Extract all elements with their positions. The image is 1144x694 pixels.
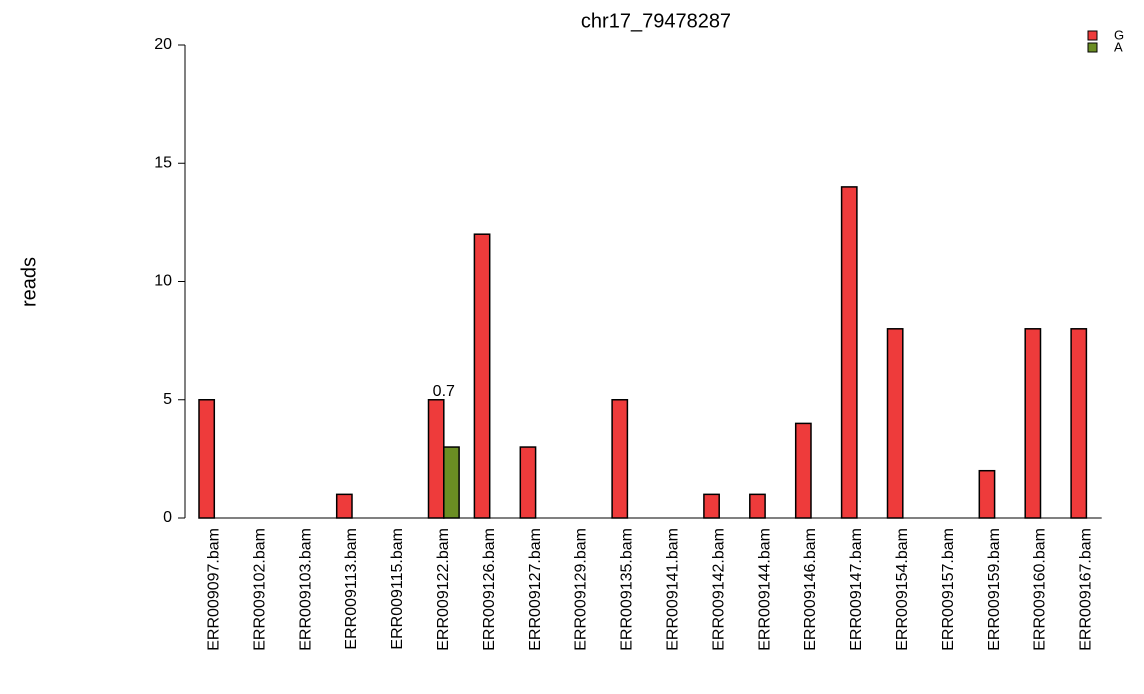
- bar: [198, 399, 216, 519]
- bar: [978, 469, 996, 519]
- x-tick-label: ERR009157.bam: [940, 528, 957, 651]
- x-tick-label: ERR009135.bam: [619, 528, 636, 651]
- x-tick-label: ERR009127.bam: [527, 528, 544, 651]
- legend-label: G: [1114, 27, 1124, 42]
- x-tick-label: ERR009097.bam: [206, 528, 223, 651]
- x-tick-label: ERR009126.bam: [481, 528, 498, 651]
- x-tick-label: ERR009122.bam: [435, 528, 452, 651]
- bar: [611, 399, 629, 519]
- y-tick-label: 20: [154, 36, 172, 53]
- y-axis-label: reads: [18, 257, 40, 307]
- x-tick-label: ERR009141.bam: [665, 528, 682, 651]
- bar: [473, 233, 491, 519]
- x-tick-label: ERR009160.bam: [1032, 528, 1049, 651]
- x-tick-label: ERR009129.bam: [573, 528, 590, 651]
- bar: [443, 446, 460, 519]
- legend-swatch: [1087, 42, 1098, 53]
- bar: [703, 493, 720, 519]
- legend-swatch: [1087, 30, 1098, 41]
- bar: [1024, 328, 1042, 519]
- bar: [519, 446, 537, 519]
- x-tick-label: ERR009113.bam: [343, 528, 360, 650]
- x-tick-label: ERR009102.bam: [251, 528, 268, 651]
- x-tick-label: ERR009142.bam: [710, 528, 727, 651]
- x-tick-label: ERR009147.bam: [848, 528, 865, 651]
- x-tick-label: ERR009144.bam: [756, 528, 773, 651]
- y-tick-label: 10: [154, 273, 172, 290]
- chart-title: chr17_79478287: [581, 10, 731, 32]
- annotation: 0.7: [433, 383, 455, 400]
- y-tick-label: 15: [154, 154, 172, 171]
- x-tick-label: ERR009167.bam: [1078, 528, 1095, 651]
- bar: [335, 493, 353, 519]
- x-tick-label: ERR009103.bam: [297, 528, 314, 651]
- x-tick-label: ERR009115.bam: [389, 528, 406, 650]
- legend-label: A: [1114, 39, 1123, 54]
- bar: [794, 422, 812, 519]
- bar: [886, 328, 904, 519]
- bar: [1070, 328, 1088, 519]
- x-tick-label: ERR009146.bam: [802, 528, 819, 651]
- bar: [749, 493, 766, 519]
- bar: [840, 186, 858, 519]
- y-tick-label: 0: [163, 509, 172, 526]
- x-tick-label: ERR009159.bam: [986, 528, 1003, 651]
- y-tick-label: 5: [163, 391, 172, 408]
- bar: [427, 399, 445, 519]
- x-tick-label: ERR009154.bam: [894, 528, 911, 651]
